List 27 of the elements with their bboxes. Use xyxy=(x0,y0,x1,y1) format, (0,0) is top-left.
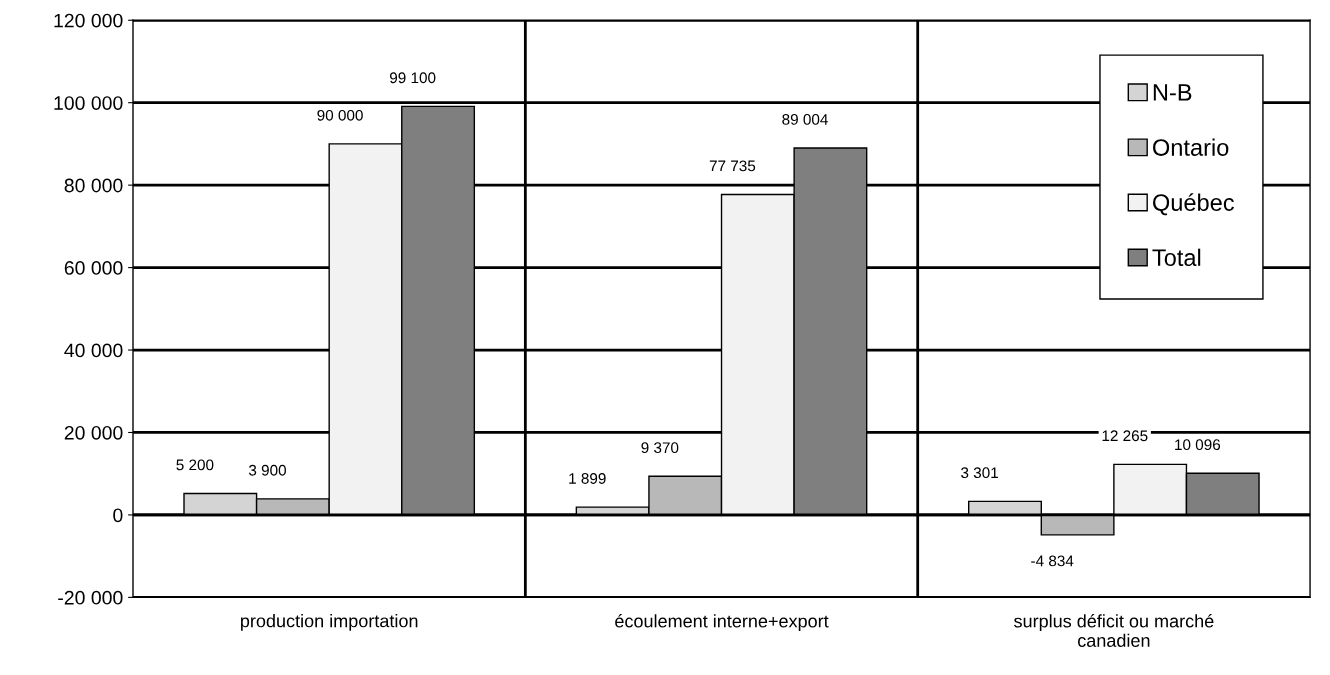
y-tick-label: 0 xyxy=(113,508,123,523)
data-label: 1 899 xyxy=(569,473,606,484)
data-label: 3 900 xyxy=(248,464,286,476)
y-tick-label: 120 000 xyxy=(54,13,123,28)
data-label: 89 004 xyxy=(782,113,828,125)
y-tick-label: 60 000 xyxy=(64,261,123,275)
x-tick-label: production importation xyxy=(241,614,418,631)
data-label: -4 834 xyxy=(1031,555,1074,567)
data-label: 90 000 xyxy=(317,109,363,121)
x-tick-label: surplus déficit ou marché canadien xyxy=(1014,614,1214,647)
y-tick-label: 40 000 xyxy=(64,343,123,358)
data-label: 3 301 xyxy=(961,467,998,479)
data-label: 99 100 xyxy=(390,72,436,84)
legend-label: Ontario xyxy=(1153,138,1229,156)
legend-label: Total xyxy=(1152,248,1201,267)
x-tick-label: écoulement interne+export xyxy=(615,614,829,632)
y-tick-label: 20 000 xyxy=(64,425,123,440)
data-label: 9 370 xyxy=(641,442,679,454)
data-label: 12 265 xyxy=(1102,430,1148,442)
data-label: 5 200 xyxy=(176,459,214,471)
y-tick-label: -20 000 xyxy=(58,590,123,605)
y-tick-label: 80 000 xyxy=(64,178,123,193)
y-tick-label: 100 000 xyxy=(54,96,123,110)
legend-label: N-B xyxy=(1153,84,1192,101)
data-label: 10 096 xyxy=(1175,439,1221,451)
data-label: 77 735 xyxy=(709,160,756,172)
legend-label: Québec xyxy=(1153,193,1234,216)
